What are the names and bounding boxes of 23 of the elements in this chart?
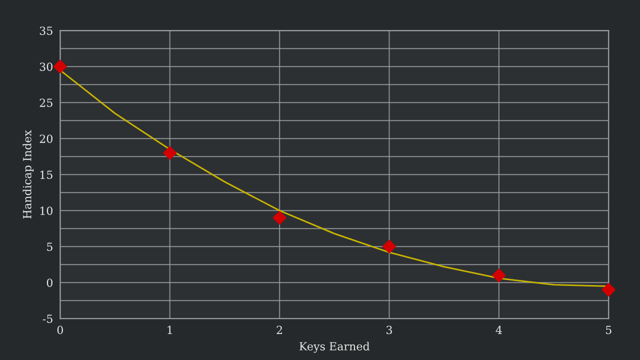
y-axis-title: Handicap Index	[22, 130, 34, 219]
y-tick-label: -5	[42, 314, 52, 323]
y-tick-label: 0	[46, 278, 52, 287]
y-tick-label: 5	[47, 242, 52, 251]
point	[53, 60, 67, 74]
point	[382, 240, 396, 254]
x-axis-title: Keys Earned	[300, 342, 370, 353]
point	[163, 146, 177, 160]
x-tick-label: 5	[606, 326, 612, 334]
x-tick-label: 0	[57, 326, 63, 334]
y-tick-label: 25	[40, 98, 52, 107]
y-tick-label: 30	[40, 62, 52, 71]
y-tick-label: 35	[40, 26, 52, 35]
point	[602, 283, 616, 297]
x-tick-label: 2	[276, 326, 282, 334]
point	[272, 211, 286, 225]
x-tick-label: 4	[496, 326, 502, 334]
x-tick-label: 3	[386, 326, 392, 334]
y-tick-label: 20	[40, 134, 52, 143]
y-tick-label: 10	[40, 206, 52, 215]
point	[492, 268, 506, 282]
x-tick-label: 1	[168, 326, 172, 334]
y-tick-label: 15	[40, 170, 52, 179]
